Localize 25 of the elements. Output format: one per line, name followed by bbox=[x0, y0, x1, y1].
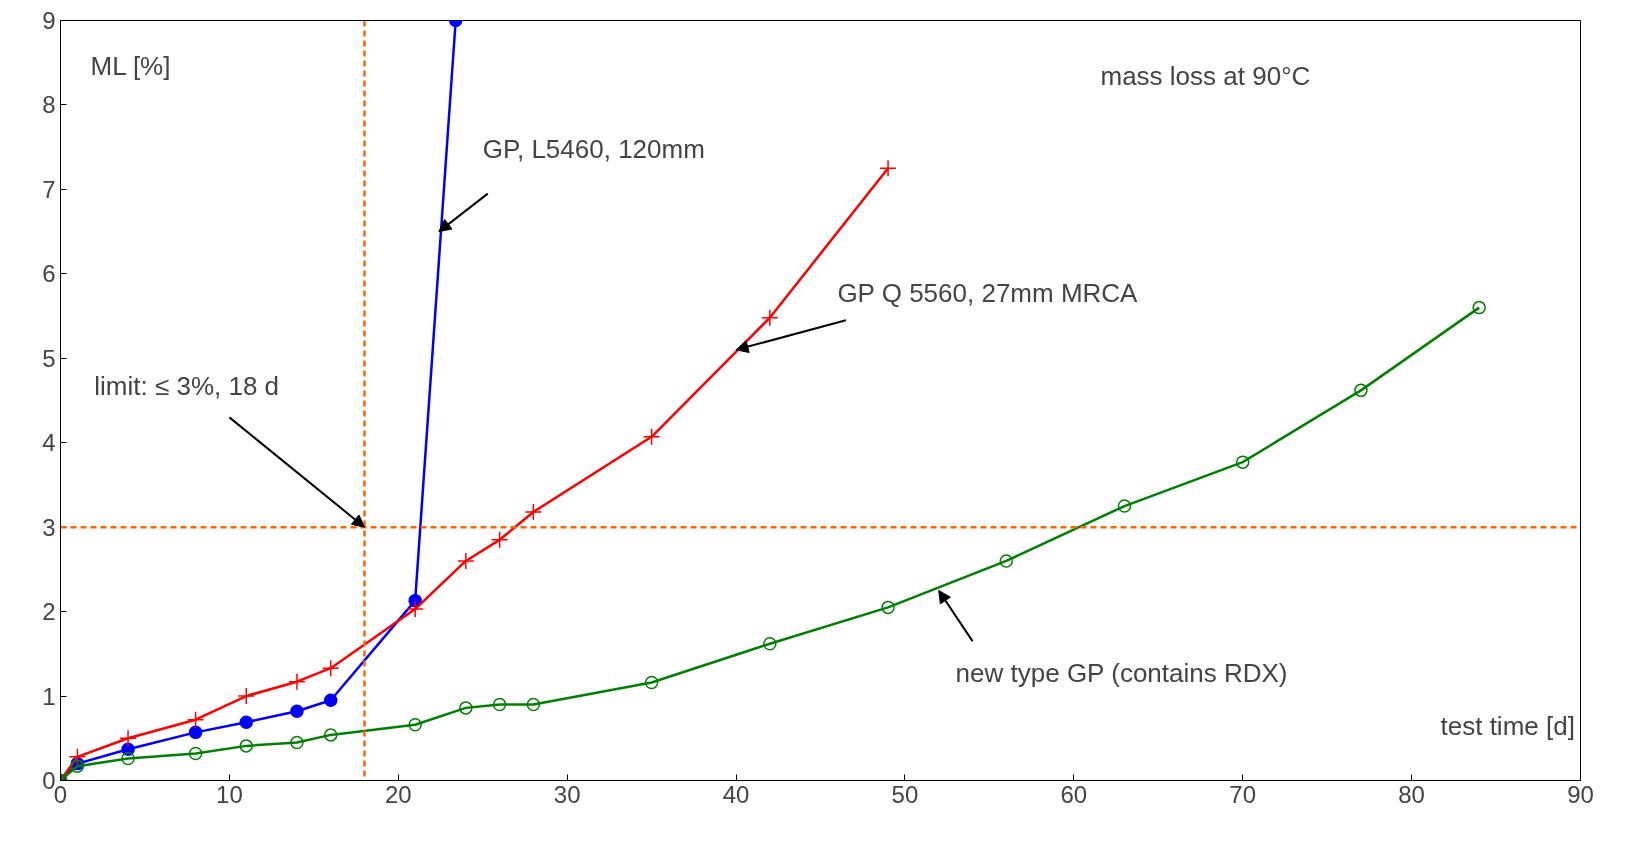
y-tick-label: 9 bbox=[42, 7, 56, 34]
y-tick-label: 8 bbox=[42, 91, 56, 119]
x-tick-label: 30 bbox=[553, 780, 581, 808]
x-tick-label: 60 bbox=[1060, 780, 1088, 808]
annotation: GP, L5460, 120mm bbox=[482, 134, 705, 165]
x-tick-label: 50 bbox=[891, 780, 919, 808]
x-axis-title: test time [d] bbox=[1440, 710, 1575, 741]
x-tick-label: 70 bbox=[1229, 780, 1257, 808]
y-tick-label: 5 bbox=[42, 344, 56, 372]
y-tick-label: 1 bbox=[42, 682, 56, 710]
y-tick-label: 4 bbox=[42, 429, 56, 457]
annotation: limit: ≤ 3%, 18 d bbox=[94, 370, 280, 401]
y-tick-label: 6 bbox=[42, 260, 56, 288]
x-tick-label: 20 bbox=[384, 780, 412, 808]
y-tick-label: 2 bbox=[42, 598, 56, 626]
y-tick-label: 3 bbox=[42, 513, 56, 541]
x-tick-label: 80 bbox=[1398, 780, 1425, 808]
x-tick-label: 90 bbox=[1567, 780, 1594, 808]
y-tick-label: 7 bbox=[42, 175, 56, 203]
x-tick-label: 10 bbox=[216, 780, 243, 808]
annotation: new type GP (contains RDX) bbox=[955, 657, 1288, 688]
y-axis-title: ML [%] bbox=[90, 50, 171, 81]
annotation: GP Q 5560, 27mm MRCA bbox=[837, 277, 1139, 308]
x-tick-label: 40 bbox=[722, 780, 750, 808]
text: mass loss at 90°C bbox=[1100, 60, 1311, 91]
